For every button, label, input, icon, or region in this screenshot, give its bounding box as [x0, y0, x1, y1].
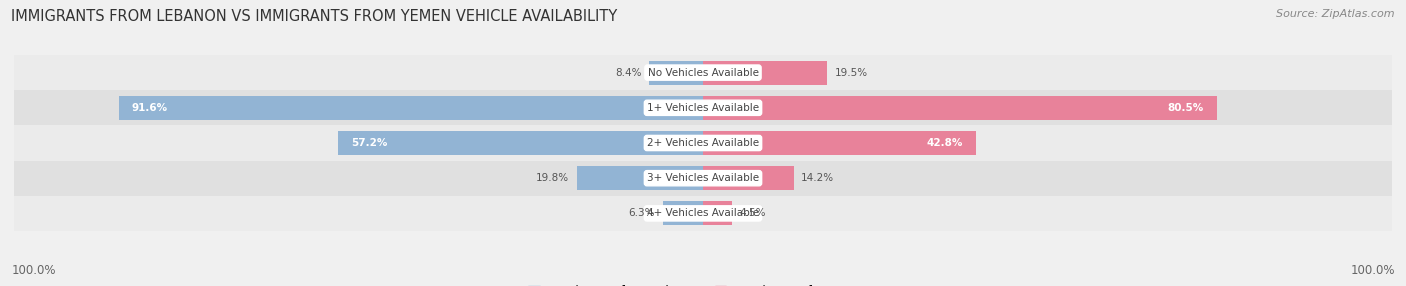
Text: 57.2%: 57.2%: [352, 138, 387, 148]
Bar: [118, 96, 703, 120]
Bar: [1, 55, 1405, 90]
Text: 1+ Vehicles Available: 1+ Vehicles Available: [647, 103, 759, 113]
Bar: [650, 61, 703, 85]
Text: 3+ Vehicles Available: 3+ Vehicles Available: [647, 173, 759, 183]
Bar: [703, 61, 827, 85]
Text: 8.4%: 8.4%: [616, 67, 641, 78]
Bar: [703, 166, 793, 190]
Bar: [1, 125, 1405, 161]
Text: 42.8%: 42.8%: [927, 138, 963, 148]
Bar: [576, 166, 703, 190]
Text: 2+ Vehicles Available: 2+ Vehicles Available: [647, 138, 759, 148]
Text: 80.5%: 80.5%: [1167, 103, 1204, 113]
Text: 19.5%: 19.5%: [835, 67, 868, 78]
Text: 19.8%: 19.8%: [536, 173, 569, 183]
Text: 100.0%: 100.0%: [11, 265, 56, 277]
Text: 100.0%: 100.0%: [1350, 265, 1395, 277]
Bar: [703, 96, 1216, 120]
Text: 91.6%: 91.6%: [131, 103, 167, 113]
Bar: [1, 196, 1405, 231]
Text: Source: ZipAtlas.com: Source: ZipAtlas.com: [1277, 9, 1395, 19]
Bar: [662, 201, 703, 225]
Text: 4.5%: 4.5%: [740, 208, 766, 219]
Bar: [1, 161, 1405, 196]
Legend: Immigrants from Lebanon, Immigrants from Yemen: Immigrants from Lebanon, Immigrants from…: [529, 285, 877, 286]
Bar: [1, 90, 1405, 125]
Text: 14.2%: 14.2%: [801, 173, 834, 183]
Bar: [703, 201, 731, 225]
Text: IMMIGRANTS FROM LEBANON VS IMMIGRANTS FROM YEMEN VEHICLE AVAILABILITY: IMMIGRANTS FROM LEBANON VS IMMIGRANTS FR…: [11, 9, 617, 23]
Bar: [703, 131, 976, 155]
Text: No Vehicles Available: No Vehicles Available: [648, 67, 758, 78]
Bar: [337, 131, 703, 155]
Text: 6.3%: 6.3%: [628, 208, 655, 219]
Text: 4+ Vehicles Available: 4+ Vehicles Available: [647, 208, 759, 219]
